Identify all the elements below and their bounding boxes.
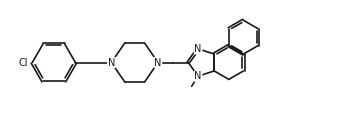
Text: Cl: Cl (18, 58, 27, 68)
Text: N: N (108, 58, 115, 68)
Text: N: N (195, 71, 202, 81)
Text: N: N (154, 58, 162, 68)
Text: N: N (195, 44, 202, 54)
